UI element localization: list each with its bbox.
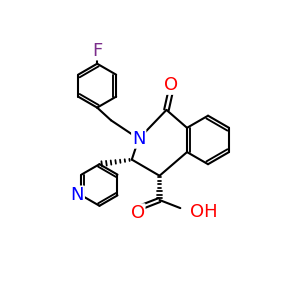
Text: O: O	[130, 204, 145, 222]
Text: N: N	[70, 186, 84, 204]
Text: F: F	[92, 42, 102, 60]
Text: N: N	[132, 130, 146, 148]
Text: O: O	[164, 76, 178, 94]
Text: OH: OH	[190, 202, 218, 220]
